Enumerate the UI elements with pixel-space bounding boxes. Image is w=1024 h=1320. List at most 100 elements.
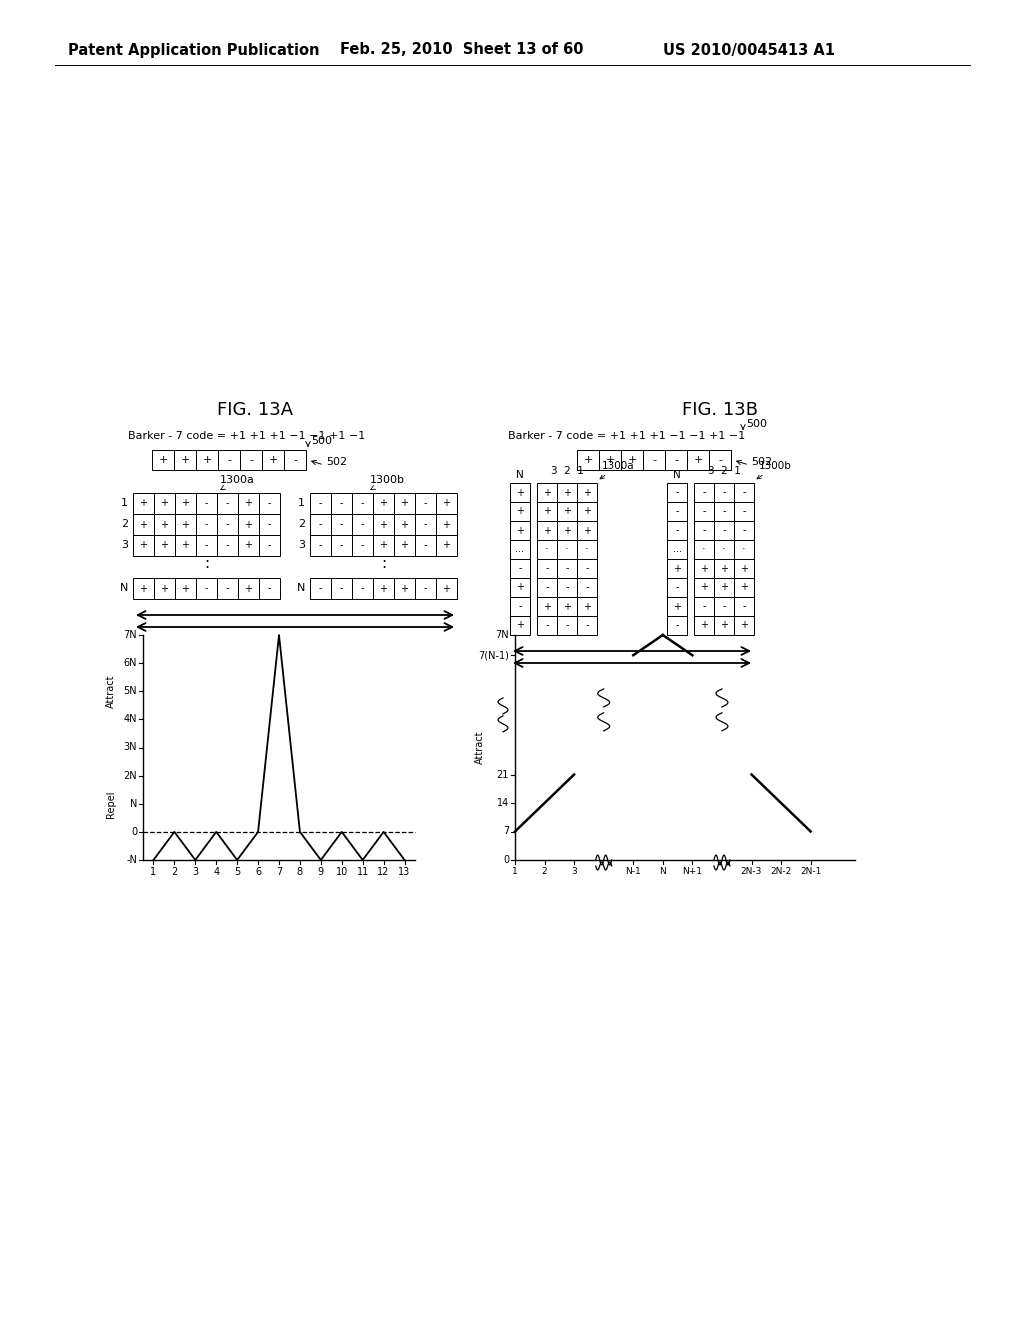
Text: 502: 502 [751, 457, 772, 467]
Text: +: + [673, 602, 681, 611]
Text: N-1: N-1 [626, 867, 641, 876]
Text: 6N: 6N [124, 659, 137, 668]
Bar [694, 521, 714, 540]
Text: N: N [673, 470, 681, 480]
Bar [175, 578, 196, 599]
Text: -: - [340, 583, 343, 594]
Text: -: - [267, 583, 271, 594]
Bar [238, 513, 259, 535]
Text: US 2010/0045413 A1: US 2010/0045413 A1 [663, 42, 835, 58]
Text: -: - [675, 582, 679, 593]
Text: 2: 2 [121, 519, 128, 529]
Bar [373, 535, 394, 556]
Text: :: : [381, 557, 386, 572]
Text: +: + [673, 564, 681, 573]
Bar [599, 450, 621, 470]
Text: +: + [563, 602, 571, 611]
Text: ·: · [545, 544, 549, 554]
Text: +: + [380, 540, 387, 550]
Text: +: + [442, 499, 451, 508]
Text: 7: 7 [275, 867, 283, 876]
Text: N: N [120, 583, 128, 593]
Bar [714, 597, 734, 616]
Text: 5: 5 [234, 867, 241, 876]
Bar [557, 502, 577, 521]
Text: 1300b: 1300b [757, 461, 792, 479]
Bar [133, 492, 154, 513]
Bar [284, 450, 306, 470]
Bar [352, 513, 373, 535]
Text: -: - [702, 507, 706, 516]
Text: -: - [225, 583, 229, 594]
Text: +: + [203, 455, 212, 465]
Bar [310, 535, 331, 556]
Text: -: - [702, 602, 706, 611]
Text: -N: -N [126, 855, 137, 865]
Bar [394, 492, 415, 513]
Text: 502: 502 [326, 457, 347, 467]
Text: FIG. 13A: FIG. 13A [217, 401, 293, 418]
Bar [310, 492, 331, 513]
Text: +: + [563, 507, 571, 516]
Text: -: - [718, 455, 722, 465]
Text: +: + [700, 620, 708, 631]
Text: -: - [586, 582, 589, 593]
Bar [665, 450, 687, 470]
Bar [537, 521, 557, 540]
Bar [643, 450, 665, 470]
Text: 1300a: 1300a [600, 461, 635, 479]
Text: -: - [565, 620, 568, 631]
Bar [734, 540, 754, 558]
Bar [240, 450, 262, 470]
Bar [217, 535, 238, 556]
Text: +: + [563, 525, 571, 536]
Bar [415, 513, 436, 535]
Text: +: + [180, 455, 189, 465]
Bar [734, 558, 754, 578]
Text: 8: 8 [297, 867, 303, 876]
Text: +: + [720, 582, 728, 593]
Bar [436, 492, 457, 513]
Bar [667, 597, 687, 616]
Bar [259, 535, 280, 556]
Text: 500: 500 [746, 418, 767, 429]
Text: +: + [720, 564, 728, 573]
Bar [175, 513, 196, 535]
Bar [621, 450, 643, 470]
Bar [510, 540, 530, 558]
Text: -: - [267, 499, 271, 508]
Text: :: : [204, 557, 209, 572]
Text: 11: 11 [356, 867, 369, 876]
Text: -: - [652, 455, 656, 465]
Bar [133, 578, 154, 599]
Text: 2: 2 [298, 519, 305, 529]
Bar [667, 483, 687, 502]
Text: 2N-2: 2N-2 [770, 867, 792, 876]
Bar [259, 578, 280, 599]
Bar [394, 535, 415, 556]
Text: +: + [720, 620, 728, 631]
Text: +: + [700, 582, 708, 593]
Text: +: + [380, 583, 387, 594]
Bar [557, 578, 577, 597]
Bar [537, 578, 557, 597]
Text: 2: 2 [542, 867, 548, 876]
Bar [217, 492, 238, 513]
Text: Attract: Attract [106, 675, 116, 708]
Text: 1: 1 [151, 867, 157, 876]
Text: -: - [225, 540, 229, 550]
Bar [217, 513, 238, 535]
Bar [331, 578, 352, 599]
Text: Feb. 25, 2010  Sheet 13 of 60: Feb. 25, 2010 Sheet 13 of 60 [340, 42, 584, 58]
Text: +: + [516, 582, 524, 593]
Text: Repel: Repel [106, 789, 116, 817]
Text: 7: 7 [503, 826, 509, 837]
Bar [331, 535, 352, 556]
Text: +: + [380, 520, 387, 529]
Text: 9: 9 [317, 867, 324, 876]
Bar [436, 535, 457, 556]
Text: 1: 1 [512, 867, 518, 876]
Text: +: + [583, 525, 591, 536]
Bar [734, 616, 754, 635]
Bar [154, 513, 175, 535]
